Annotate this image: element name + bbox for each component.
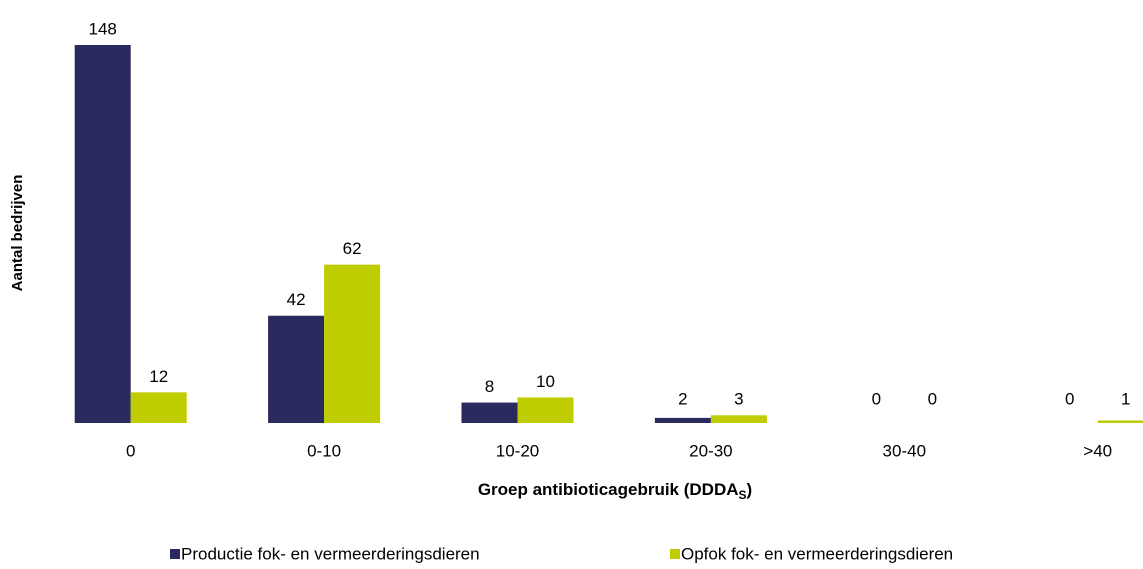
x-axis-label-sub: S (739, 488, 747, 502)
bar (1097, 420, 1143, 423)
bar (517, 397, 574, 423)
x-tick-label: >40 (1083, 441, 1112, 460)
bar (710, 415, 767, 423)
x-axis-label-end: ) (747, 480, 753, 499)
data-label: 1 (1121, 389, 1130, 408)
x-axis-label: Groep antibioticagebruik (DDDAS) (478, 480, 752, 502)
data-label: 3 (734, 389, 743, 408)
data-label: 12 (149, 367, 168, 386)
data-label: 0 (872, 389, 881, 408)
data-label: 42 (287, 290, 306, 309)
bar (461, 402, 518, 423)
legend-swatch (170, 549, 180, 559)
x-tick-label: 0 (126, 441, 135, 460)
legend-swatch (670, 549, 680, 559)
x-tick-label: 30-40 (883, 441, 926, 460)
data-label: 62 (343, 239, 362, 258)
bar (130, 392, 187, 423)
data-label: 0 (1065, 389, 1074, 408)
x-axis-label-main: Groep antibioticagebruik (DDDA (478, 480, 739, 499)
data-label: 2 (678, 389, 687, 408)
bar (268, 315, 325, 423)
bar (74, 45, 131, 423)
data-label: 0 (928, 389, 937, 408)
data-label: 8 (485, 377, 494, 396)
bar (654, 417, 711, 423)
x-tick-label: 20-30 (689, 441, 732, 460)
data-label: 148 (89, 19, 117, 38)
x-tick-label: 10-20 (496, 441, 539, 460)
y-axis-label: Aantal bedrijven (9, 175, 26, 292)
legend-label: Productie fok- en vermeerderingsdieren (181, 544, 480, 563)
data-label: 10 (536, 372, 555, 391)
bar (324, 264, 381, 423)
legend-label: Opfok fok- en vermeerderingsdieren (681, 544, 953, 563)
x-tick-label: 0-10 (307, 441, 341, 460)
